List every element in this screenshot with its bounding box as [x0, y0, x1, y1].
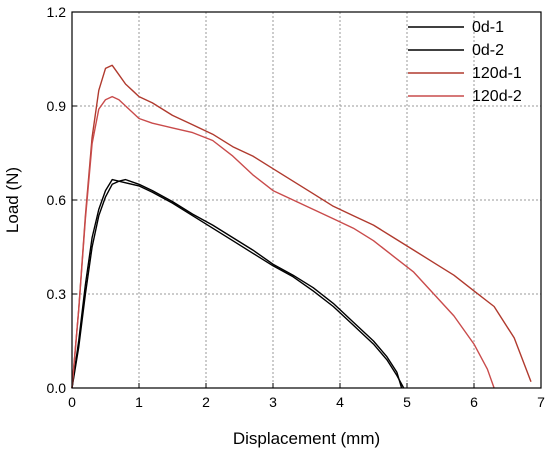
x-tick-label: 4 — [336, 394, 344, 410]
y-tick-label: 1.2 — [47, 4, 67, 20]
y-tick-label: 0.3 — [47, 286, 67, 302]
x-tick-label: 1 — [135, 394, 143, 410]
series-line-120d-1 — [71, 64, 532, 389]
series-line-0d-2 — [71, 178, 403, 389]
grid-layer — [72, 12, 541, 388]
legend-label: 120d-2 — [472, 88, 522, 105]
y-axis-title: Load (N) — [3, 167, 22, 233]
y-tick-label: 0.6 — [47, 192, 67, 208]
series-line-0d-1 — [71, 178, 405, 389]
tick-layer: 0 1 2 3 4 5 6 7 0.0 0.3 0.6 0.9 1.2 — [47, 4, 546, 410]
x-tick-label: 0 — [68, 394, 76, 410]
y-tick-label: 0.0 — [47, 380, 67, 396]
legend-label: 0d-2 — [472, 42, 504, 59]
series-layer — [71, 64, 532, 389]
x-tick-label: 6 — [470, 394, 478, 410]
x-tick-label: 3 — [269, 394, 277, 410]
x-tick-label: 2 — [202, 394, 210, 410]
x-tick-label: 5 — [403, 394, 411, 410]
y-tick-label: 0.9 — [47, 98, 67, 114]
x-tick-label: 7 — [537, 394, 545, 410]
series-line-120d-2 — [71, 95, 495, 389]
legend: 0d-1 0d-2 120d-1 120d-2 — [408, 19, 522, 105]
legend-label: 120d-1 — [472, 65, 522, 82]
legend-label: 0d-1 — [472, 19, 504, 36]
plot-frame — [71, 11, 542, 389]
x-axis-title: Displacement (mm) — [233, 429, 380, 448]
